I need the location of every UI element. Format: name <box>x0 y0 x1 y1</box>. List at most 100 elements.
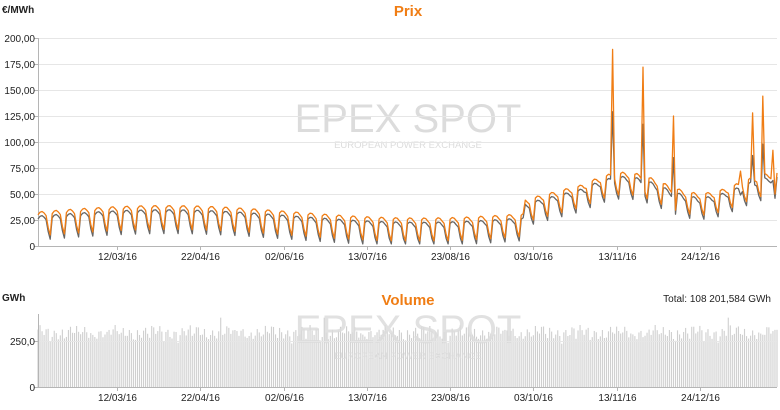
volume-bar <box>333 338 335 387</box>
volume-bar <box>518 336 520 387</box>
volume-bar <box>750 335 752 387</box>
volume-bar <box>210 334 212 387</box>
volume-bar <box>354 326 356 387</box>
volume-bar <box>650 334 652 387</box>
volume-bar <box>102 337 104 387</box>
price-chart: €/MWh Prix EPEX SPOT EUROPEAN POWER EXCH… <box>2 3 778 263</box>
volume-bar <box>701 330 703 387</box>
volume-bar <box>644 335 646 387</box>
volume-bar <box>589 339 591 387</box>
volume-bar <box>605 337 608 387</box>
volume-bar <box>510 330 512 387</box>
volume-bar <box>540 326 543 387</box>
volume-bar <box>530 336 532 387</box>
volume-bar <box>425 333 427 387</box>
volume-bar <box>339 326 342 387</box>
volume-bar <box>331 329 333 387</box>
volume-bar <box>636 339 638 387</box>
volume-bar <box>721 328 723 387</box>
volume-bar <box>165 331 167 387</box>
volume-bar <box>616 326 618 387</box>
volume-bar <box>106 331 108 387</box>
volume-bar <box>266 331 268 387</box>
volume-x-tick-label: 12/03/16 <box>98 393 137 404</box>
volume-bar <box>47 328 49 387</box>
volume-bar <box>352 332 354 387</box>
volume-bar <box>329 335 331 387</box>
volume-bar <box>545 333 547 387</box>
volume-x-tick-label: 02/06/16 <box>265 393 304 404</box>
volume-bar <box>648 329 650 387</box>
volume-bar <box>542 326 545 387</box>
volume-bar <box>59 335 61 387</box>
volume-x-tick-label: 24/12/16 <box>681 393 720 404</box>
volume-bar <box>699 325 701 387</box>
volume-bar <box>719 336 721 387</box>
volume-bar <box>76 325 78 387</box>
volume-bar <box>660 333 662 387</box>
volume-bar <box>258 332 260 387</box>
volume-bar <box>741 334 744 387</box>
volume-bar <box>683 331 685 387</box>
volume-bar <box>735 327 737 387</box>
volume-bar <box>149 337 151 387</box>
volume-bar <box>774 329 776 387</box>
volume-bar <box>65 336 67 387</box>
volume-bar <box>161 331 163 387</box>
price-x-tick-label: 13/07/16 <box>348 252 387 263</box>
volume-y-unit: GWh <box>2 293 25 304</box>
volume-bar <box>112 329 114 387</box>
volume-x-tick-label: 22/04/16 <box>181 393 220 404</box>
volume-bar <box>157 331 159 387</box>
volume-bar <box>386 330 388 387</box>
volume-bar <box>516 338 518 387</box>
volume-bar <box>695 333 697 387</box>
volume-bar <box>725 335 727 387</box>
volume-bar <box>104 334 106 387</box>
volume-bar <box>498 327 500 387</box>
volume-bar <box>618 330 620 387</box>
volume-total-label: Total: 108 201,584 GWh <box>663 294 771 305</box>
volume-bar <box>457 330 459 387</box>
volume-bar <box>325 332 327 387</box>
volume-bar <box>583 334 585 387</box>
price-x-tick-label: 02/06/16 <box>265 252 304 263</box>
price-y-tick-label: 75,00 <box>10 164 35 175</box>
volume-bar <box>579 324 581 387</box>
volume-bar <box>214 335 216 387</box>
volume-bar <box>711 338 713 387</box>
volume-bar <box>473 328 476 387</box>
volume-bar <box>758 332 760 387</box>
volume-bar <box>116 331 118 387</box>
volume-bar <box>676 330 679 387</box>
volume-bar <box>766 327 768 387</box>
volume-bar <box>687 333 689 387</box>
volume-bar <box>368 332 370 387</box>
volume-bar <box>624 326 626 387</box>
volume-bar <box>689 338 691 387</box>
volume-bar <box>672 338 675 387</box>
volume-bar <box>772 331 774 387</box>
volume-bar <box>482 330 484 387</box>
volume-bar <box>136 330 139 387</box>
volume-bar <box>193 333 195 387</box>
volume-bar <box>274 334 277 387</box>
volume-bar <box>402 339 404 387</box>
volume-bar <box>658 334 660 387</box>
volume-bar <box>512 328 514 387</box>
volume-bar <box>670 332 672 387</box>
volume-bar <box>423 327 425 387</box>
watermark-logo: EPEX SPOT <box>295 308 522 352</box>
volume-bar <box>151 325 153 387</box>
volume-bar <box>183 331 185 387</box>
volume-bar <box>244 336 246 387</box>
volume-bar <box>693 326 695 387</box>
watermark-tagline: EUROPEAN POWER EXCHANGE <box>334 351 482 362</box>
volume-bar <box>752 330 754 387</box>
volume-bar <box>80 334 82 387</box>
volume-bar <box>252 338 254 387</box>
price-x-tick-label: 24/12/16 <box>681 252 720 263</box>
volume-bar <box>743 328 746 387</box>
volume-bar <box>189 325 191 387</box>
volume-bar <box>756 339 758 387</box>
